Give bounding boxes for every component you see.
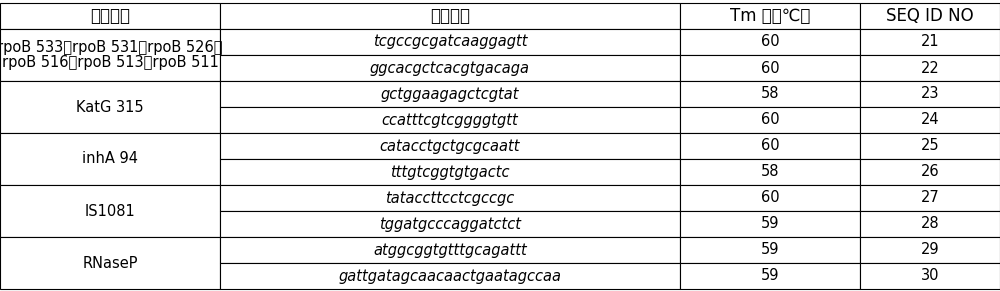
Text: 24: 24 [921, 113, 939, 127]
Bar [860, 81, 1000, 107]
Text: 22: 22 [921, 61, 939, 75]
Bar [0, 133, 220, 185]
Text: RNaseP: RNaseP [82, 255, 138, 271]
Bar [680, 3, 860, 29]
Text: gattgatagcaacaactgaatagccaa: gattgatagcaacaactgaatagccaa [338, 269, 562, 283]
Text: 引物序列: 引物序列 [430, 7, 470, 25]
Bar [680, 133, 860, 159]
Bar [680, 263, 860, 289]
Text: 60: 60 [761, 139, 779, 153]
Text: gctggaagagctcgtat: gctggaagagctcgtat [381, 86, 519, 102]
Text: rpoB 516，rpoB 513，rpoB 511: rpoB 516，rpoB 513，rpoB 511 [2, 55, 218, 70]
Bar [680, 81, 860, 107]
Bar [0, 185, 220, 237]
Text: 59: 59 [761, 217, 779, 232]
Text: 30: 30 [921, 269, 939, 283]
Bar [860, 107, 1000, 133]
Text: inhA 94: inhA 94 [82, 152, 138, 166]
Text: 58: 58 [761, 164, 779, 180]
Bar [680, 55, 860, 81]
Bar [0, 81, 220, 133]
Bar [860, 263, 1000, 289]
Bar [860, 185, 1000, 211]
Bar [860, 211, 1000, 237]
Text: Tm 值（℃）: Tm 值（℃） [730, 7, 810, 25]
Bar [220, 159, 680, 185]
Bar [220, 81, 680, 107]
Bar [680, 159, 860, 185]
Text: ggcacgctcacgtgacaga: ggcacgctcacgtgacaga [370, 61, 530, 75]
Bar [220, 29, 680, 55]
Text: 59: 59 [761, 242, 779, 258]
Bar [860, 133, 1000, 159]
Text: atggcggtgtttgcagattt: atggcggtgtttgcagattt [373, 242, 527, 258]
Text: 检测目标: 检测目标 [90, 7, 130, 25]
Text: rpoB 533，rpoB 531，rpoB 526，: rpoB 533，rpoB 531，rpoB 526， [0, 40, 223, 55]
Bar [680, 107, 860, 133]
Text: 60: 60 [761, 35, 779, 49]
Text: 28: 28 [921, 217, 939, 232]
Bar [860, 55, 1000, 81]
Bar [220, 133, 680, 159]
Text: 60: 60 [761, 113, 779, 127]
Text: catacctgctgcgcaatt: catacctgctgcgcaatt [380, 139, 520, 153]
Bar [0, 3, 220, 29]
Text: IS1081: IS1081 [85, 203, 135, 219]
Bar [220, 185, 680, 211]
Bar [0, 29, 220, 81]
Text: KatG 315: KatG 315 [76, 100, 144, 114]
Bar [680, 237, 860, 263]
Text: 58: 58 [761, 86, 779, 102]
Bar [860, 3, 1000, 29]
Bar [860, 29, 1000, 55]
Text: 25: 25 [921, 139, 939, 153]
Text: 60: 60 [761, 191, 779, 205]
Bar [680, 211, 860, 237]
Bar [220, 263, 680, 289]
Bar [860, 237, 1000, 263]
Bar [680, 29, 860, 55]
Text: 23: 23 [921, 86, 939, 102]
Text: ccatttcgtcggggtgtt: ccatttcgtcggggtgtt [382, 113, 518, 127]
Bar [0, 237, 220, 289]
Text: tggatgcccaggatctct: tggatgcccaggatctct [379, 217, 521, 232]
Text: SEQ ID NO: SEQ ID NO [886, 7, 974, 25]
Text: 26: 26 [921, 164, 939, 180]
Text: tttgtcggtgtgactc: tttgtcggtgtgactc [390, 164, 510, 180]
Bar [680, 185, 860, 211]
Bar [220, 3, 680, 29]
Text: tataccttcctcgccgc: tataccttcctcgccgc [385, 191, 515, 205]
Text: 60: 60 [761, 61, 779, 75]
Text: 59: 59 [761, 269, 779, 283]
Bar [220, 107, 680, 133]
Bar [220, 237, 680, 263]
Text: 29: 29 [921, 242, 939, 258]
Bar [220, 211, 680, 237]
Bar [860, 159, 1000, 185]
Text: 27: 27 [921, 191, 939, 205]
Text: tcgccgcgatcaaggagtt: tcgccgcgatcaaggagtt [373, 35, 527, 49]
Text: 21: 21 [921, 35, 939, 49]
Bar [220, 55, 680, 81]
